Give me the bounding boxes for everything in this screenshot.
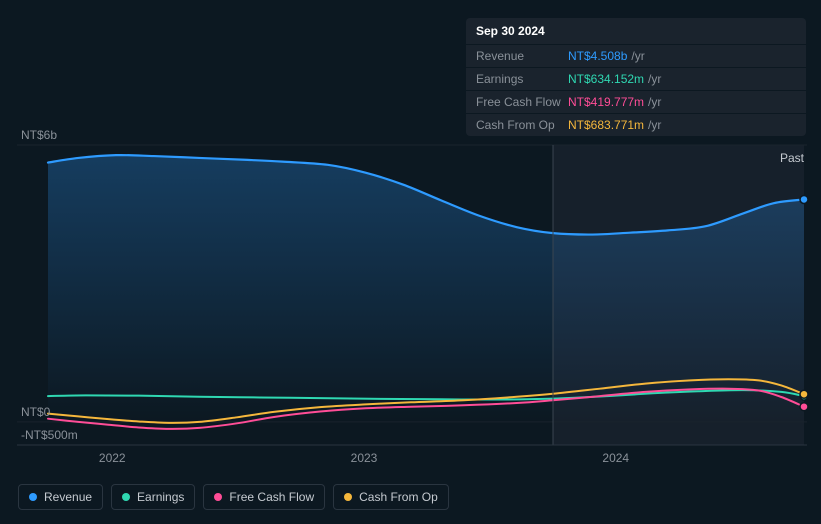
tooltip-row-unit: /yr <box>648 95 661 109</box>
legend-item-cash-from-op[interactable]: Cash From Op <box>333 484 449 510</box>
legend-item-revenue[interactable]: Revenue <box>18 484 103 510</box>
legend-item-label: Cash From Op <box>359 490 438 504</box>
legend-dot-icon <box>344 493 352 501</box>
y-axis-label: -NT$500m <box>21 428 78 442</box>
tooltip-row-label: Free Cash Flow <box>476 95 568 109</box>
legend-dot-icon <box>29 493 37 501</box>
legend-dot-icon <box>122 493 130 501</box>
tooltip-row-value: NT$634.152m <box>568 72 644 86</box>
hover-tooltip: Sep 30 2024 RevenueNT$4.508b/yrEarningsN… <box>466 18 806 136</box>
x-axis-label: 2024 <box>602 451 629 465</box>
legend-item-earnings[interactable]: Earnings <box>111 484 195 510</box>
tooltip-row: Cash From OpNT$683.771m/yr <box>466 113 806 136</box>
tooltip-row-label: Revenue <box>476 49 568 63</box>
x-axis-label: 2022 <box>99 451 126 465</box>
tooltip-row-label: Earnings <box>476 72 568 86</box>
tooltip-row-label: Cash From Op <box>476 118 568 132</box>
tooltip-row-value: NT$4.508b <box>568 49 627 63</box>
tooltip-date: Sep 30 2024 <box>466 18 806 44</box>
tooltip-row-value: NT$683.771m <box>568 118 644 132</box>
tooltip-row-value: NT$419.777m <box>568 95 644 109</box>
legend-item-free-cash-flow[interactable]: Free Cash Flow <box>203 484 325 510</box>
legend-item-label: Revenue <box>44 490 92 504</box>
legend-item-label: Free Cash Flow <box>229 490 314 504</box>
x-axis-label: 2023 <box>351 451 378 465</box>
legend-item-label: Earnings <box>137 490 184 504</box>
tooltip-row: Free Cash FlowNT$419.777m/yr <box>466 90 806 113</box>
tooltip-row-unit: /yr <box>631 49 644 63</box>
past-region-label: Past <box>780 151 804 165</box>
legend: Revenue Earnings Free Cash Flow Cash From O… <box>18 484 449 510</box>
legend-dot-icon <box>214 493 222 501</box>
tooltip-row-unit: /yr <box>648 72 661 86</box>
y-axis-label: NT$6b <box>21 128 57 142</box>
y-axis-label: NT$0 <box>21 405 50 419</box>
chart-container: NT$6b NT$0 -NT$500m 2022 2023 2024 Past Sep … <box>0 0 821 524</box>
tooltip-row: RevenueNT$4.508b/yr <box>466 44 806 67</box>
tooltip-row-unit: /yr <box>648 118 661 132</box>
tooltip-row: EarningsNT$634.152m/yr <box>466 67 806 90</box>
